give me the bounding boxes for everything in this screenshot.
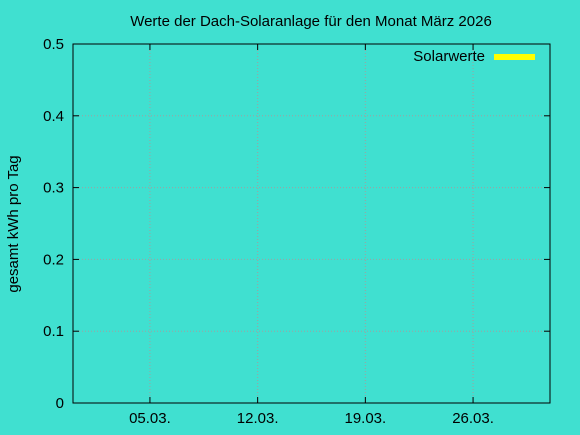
y-tick-label: 0.2	[43, 251, 64, 268]
x-tick-label: 19.03.	[344, 410, 386, 427]
legend: Solarwerte	[413, 48, 535, 65]
y-axis-label: gesamt kWh pro Tag	[5, 155, 22, 292]
y-axis-tick-marks	[73, 43, 550, 404]
x-tick-label: 05.03.	[129, 410, 171, 427]
x-axis-tick-marks	[149, 44, 474, 403]
y-tick-label: 0.3	[43, 180, 64, 197]
y-tick-label: 0.1	[43, 323, 64, 340]
x-axis-tick-labels: 05.03. 12.03. 19.03. 26.03.	[129, 410, 494, 427]
chart-title: Werte der Dach-Solaranlage für den Monat…	[130, 13, 492, 30]
legend-swatch	[494, 54, 535, 60]
plot-area-frame	[72, 43, 551, 404]
x-tick-label: 26.03.	[452, 410, 494, 427]
legend-label: Solarwerte	[413, 48, 485, 65]
y-tick-label: 0	[56, 395, 64, 412]
y-axis-tick-labels: 0 0.1 0.2 0.3 0.4 0.5	[43, 36, 64, 412]
x-tick-label: 12.03.	[237, 410, 279, 427]
y-tick-label: 0.4	[43, 108, 64, 125]
y-tick-label: 0.5	[43, 36, 64, 53]
